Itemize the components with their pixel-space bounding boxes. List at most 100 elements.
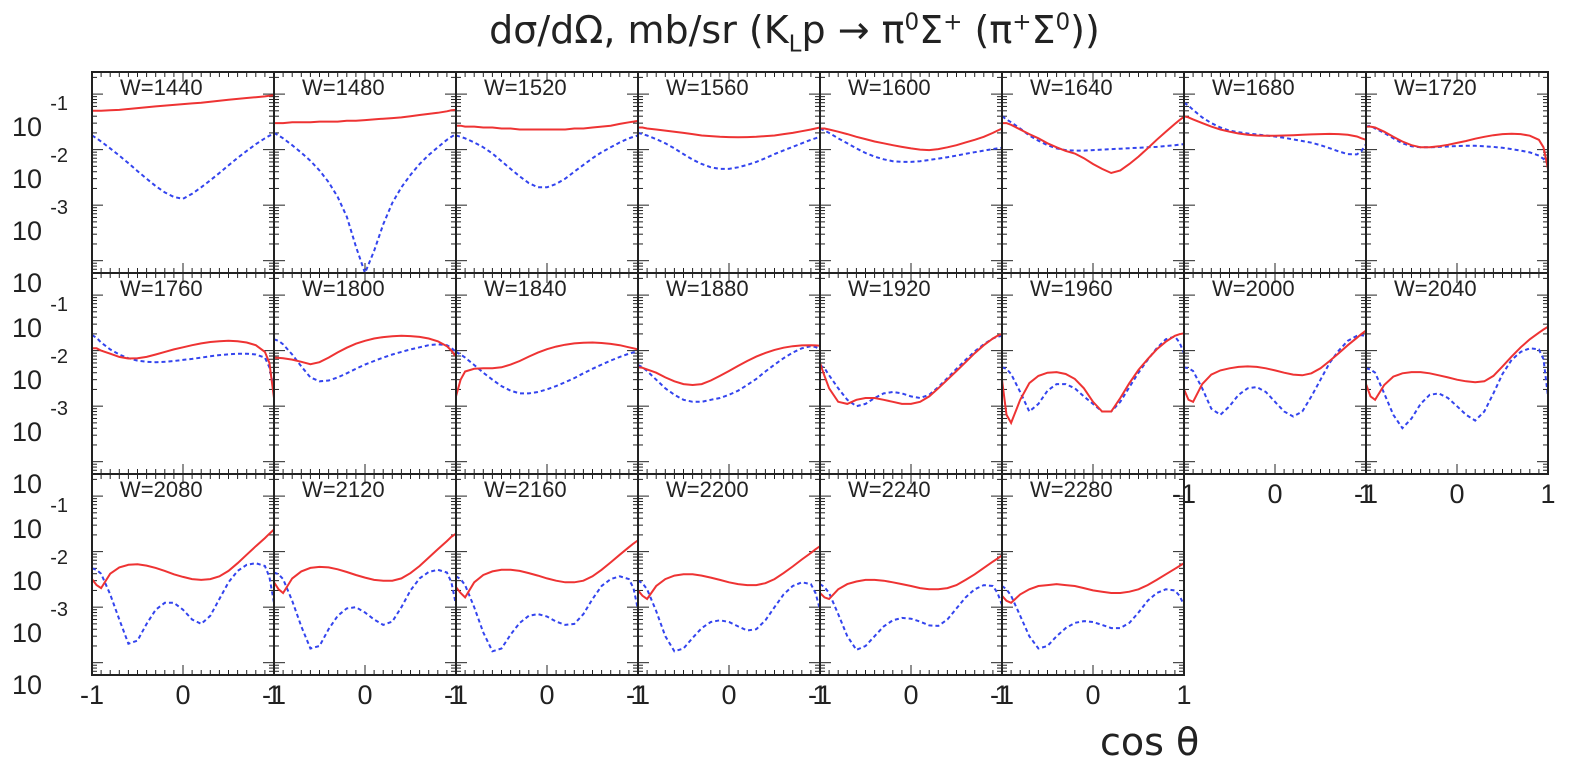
x-tick-label: 1	[812, 680, 827, 710]
panel-ticks	[637, 474, 821, 676]
dashed-series-line	[92, 334, 274, 390]
panel-w=2040: W=2040	[1365, 272, 1549, 475]
panel-ticks	[91, 72, 275, 274]
title-sup-0: 0	[904, 9, 920, 36]
panel-ticks	[637, 72, 821, 274]
panel-w=2200: W=2200	[637, 473, 821, 676]
panel-w=1920: W=1920	[819, 272, 1003, 475]
panel-label: W=1680	[1212, 75, 1295, 100]
panel-w=1560: W=1560	[637, 71, 821, 274]
y-tick-label: 10	[12, 469, 42, 499]
dashed-series-line	[820, 334, 1002, 408]
panel-label: W=1720	[1394, 75, 1477, 100]
panel-ticks	[91, 474, 275, 676]
panel-w=1840: W=1840	[455, 272, 639, 475]
x-tick-label: 1	[994, 680, 1009, 710]
y-tick-exponent: -3	[50, 197, 68, 219]
panel-w=1520: W=1520	[455, 71, 639, 274]
panel-label: W=2080	[120, 477, 203, 502]
title-close: ))	[1070, 8, 1100, 52]
solid-series-line	[1366, 125, 1548, 170]
panel-label: W=1960	[1030, 276, 1113, 301]
dashed-series-line	[820, 127, 1002, 163]
solid-series-line	[274, 532, 456, 595]
panel-frame	[455, 71, 639, 274]
dashed-series-line	[1184, 334, 1366, 418]
panel-frame	[1365, 71, 1549, 274]
panel-w=2160: W=2160	[455, 473, 639, 676]
panel-frame	[455, 272, 639, 475]
x-axis-labels: -1 0 1	[626, 680, 828, 710]
solid-series-line	[92, 339, 274, 399]
panel-frame	[819, 272, 1003, 475]
dashed-series-line	[92, 562, 274, 645]
y-tick-label: 10	[12, 268, 42, 298]
y-tick-exponent: -3	[50, 599, 68, 621]
panel-ticks	[273, 72, 457, 274]
y-tick-exponent: -3	[50, 398, 68, 420]
panel-frame	[819, 71, 1003, 274]
panel-label: W=1880	[666, 276, 749, 301]
solid-series-line	[1366, 325, 1548, 402]
panel-ticks	[819, 72, 1003, 274]
solid-series-line	[92, 528, 274, 590]
y-axis-labels: 10 -1 10 -2 10 -3 10	[12, 495, 68, 700]
title-sup-plus: +	[943, 9, 963, 36]
solid-series-line	[92, 94, 274, 112]
panel-ticks	[1365, 72, 1549, 274]
x-tick-label: 1	[1540, 479, 1555, 509]
title-paren: (π	[962, 8, 1013, 52]
dashed-series-line	[638, 345, 820, 403]
panel-label: W=1560	[666, 75, 749, 100]
x-tick-label: -1	[262, 680, 286, 710]
panel-frame	[637, 473, 821, 676]
panel-ticks	[819, 273, 1003, 475]
x-tick-label: -1	[990, 680, 1014, 710]
panel-frame	[91, 272, 275, 475]
panel-ticks	[91, 273, 275, 475]
panel-w=2000: W=2000	[1183, 272, 1367, 475]
panel-frame	[1001, 473, 1185, 676]
x-tick-label: 1	[630, 680, 645, 710]
panel-frame	[637, 272, 821, 475]
solid-series-line	[456, 119, 638, 131]
panel-frame	[273, 473, 457, 676]
dashed-series-line	[1184, 101, 1366, 156]
solid-series-line	[1184, 115, 1366, 141]
x-tick-label: -1	[808, 680, 832, 710]
panel-w=2120: W=2120	[273, 473, 457, 676]
x-axis-label: cos θ	[1100, 720, 1200, 764]
panel-label: W=2120	[302, 477, 385, 502]
x-axis-labels: -1 0 1	[444, 680, 646, 710]
panel-label: W=1480	[302, 75, 385, 100]
dashed-series-line	[638, 579, 820, 653]
dashed-series-line	[1366, 124, 1548, 165]
panel-ticks	[637, 273, 821, 475]
panel-ticks	[1183, 72, 1367, 274]
x-tick-label: -1	[626, 680, 650, 710]
y-tick-label: 10	[12, 164, 42, 194]
panel-w=1440: W=1440	[91, 71, 275, 274]
solid-series-line	[1184, 329, 1366, 404]
x-tick-label: 0	[903, 680, 918, 710]
x-tick-label: 0	[1085, 680, 1100, 710]
x-tick-label: 1	[266, 680, 281, 710]
y-tick-label: 10	[12, 365, 42, 395]
dashed-series-line	[1002, 335, 1184, 414]
title-sup-0b: 0	[1055, 9, 1071, 36]
x-tick-label: -1	[444, 680, 468, 710]
panel-label: W=1640	[1030, 75, 1113, 100]
panel-ticks	[1001, 72, 1185, 274]
panel-frame	[91, 473, 275, 676]
panel-label: W=1600	[848, 75, 931, 100]
title-reaction: p → π	[801, 8, 905, 52]
panel-label: W=2160	[484, 477, 567, 502]
y-tick-label: 10	[12, 313, 42, 343]
x-tick-label: 1	[1176, 680, 1191, 710]
solid-series-line	[456, 539, 638, 599]
y-tick-label: 10	[12, 670, 42, 700]
dashed-series-line	[820, 583, 1002, 652]
x-tick-label: 1	[1358, 479, 1373, 509]
panel-frame	[637, 71, 821, 274]
